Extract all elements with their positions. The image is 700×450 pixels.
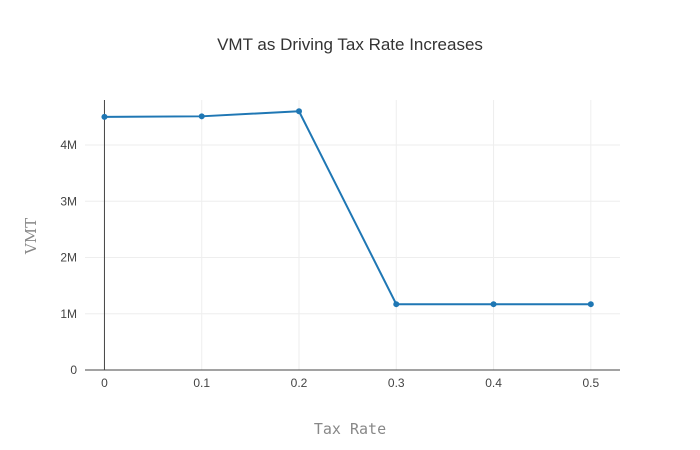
data-point (393, 301, 400, 308)
x-tick-label: 0.3 (388, 376, 405, 390)
x-tick-label: 0.5 (582, 376, 599, 390)
x-axis-title: Tax Rate (314, 420, 386, 438)
y-tick-label: 4M (60, 138, 77, 152)
data-point (296, 108, 302, 115)
x-tick-label: 0.1 (193, 376, 210, 390)
y-tick-label: 3M (60, 194, 77, 208)
series-line (104, 110, 591, 306)
data-point (101, 113, 108, 120)
x-axis-ticks: 0 0.1 0.2 0.3 0.4 0.5 (101, 376, 599, 390)
x-tick-label: 0 (101, 376, 108, 390)
y-tick-label: 0 (70, 363, 77, 377)
axes (85, 100, 620, 371)
series (101, 108, 594, 308)
y-axis-ticks: 0 1M 2M 3M 4M (60, 138, 77, 377)
chart-title: VMT as Driving Tax Rate Increases (217, 35, 483, 54)
x-tick-label: 0.2 (291, 376, 308, 390)
x-tick-label: 0.4 (485, 376, 502, 390)
y-axis-title: VMT (22, 218, 40, 255)
grid (85, 100, 620, 370)
data-point (490, 301, 497, 308)
data-point (587, 301, 594, 308)
y-tick-label: 1M (60, 307, 77, 321)
y-tick-label: 2M (60, 251, 77, 265)
data-point (198, 113, 205, 120)
